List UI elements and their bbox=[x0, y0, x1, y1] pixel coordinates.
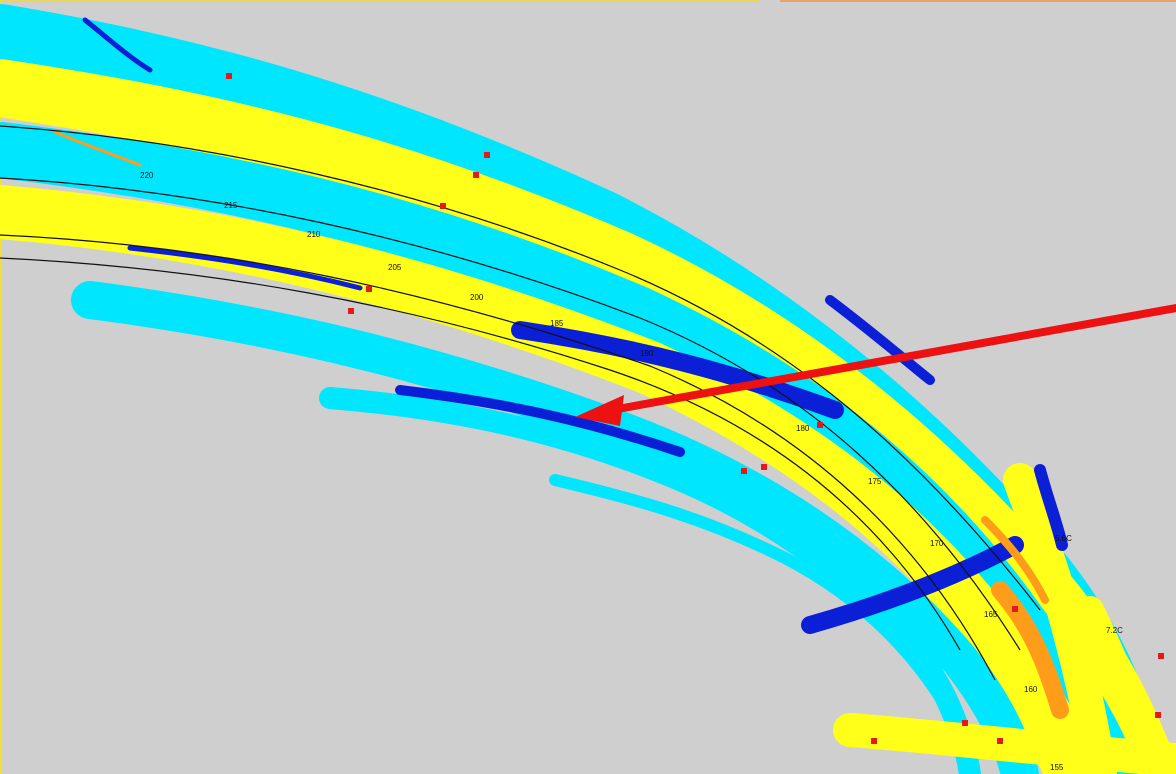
label-5-6c: 5.6C bbox=[1055, 534, 1072, 543]
label-160: 160 bbox=[1024, 685, 1038, 694]
blue-streaks bbox=[82, 17, 1068, 634]
label-170: 170 bbox=[930, 539, 944, 548]
label-205: 205 bbox=[388, 263, 402, 272]
label-190: 190 bbox=[640, 349, 654, 358]
label-155: 155 bbox=[1050, 763, 1064, 772]
label-210: 210 bbox=[307, 230, 321, 239]
track-bundle-top bbox=[0, 4, 1176, 774]
label-215: 215 bbox=[224, 201, 238, 210]
top-border-left bbox=[0, 0, 760, 2]
label-7-2c: 7.2C bbox=[1106, 626, 1123, 635]
label-165: 165 bbox=[984, 610, 998, 619]
red-markers bbox=[226, 73, 1164, 744]
orange-streaks bbox=[53, 130, 1069, 719]
depth-labels: 220 215 210 205 200 190 185 180 175 170 … bbox=[140, 171, 1123, 772]
black-contours bbox=[0, 125, 1041, 681]
label-220: 220 bbox=[140, 171, 154, 180]
red-arrow-icon bbox=[575, 304, 1176, 426]
label-185: 185 bbox=[550, 319, 564, 328]
left-border bbox=[0, 0, 2, 774]
label-200: 200 bbox=[470, 293, 484, 302]
top-border-right bbox=[780, 0, 1176, 2]
label-180: 180 bbox=[796, 424, 810, 433]
label-175: 175 bbox=[868, 477, 882, 486]
